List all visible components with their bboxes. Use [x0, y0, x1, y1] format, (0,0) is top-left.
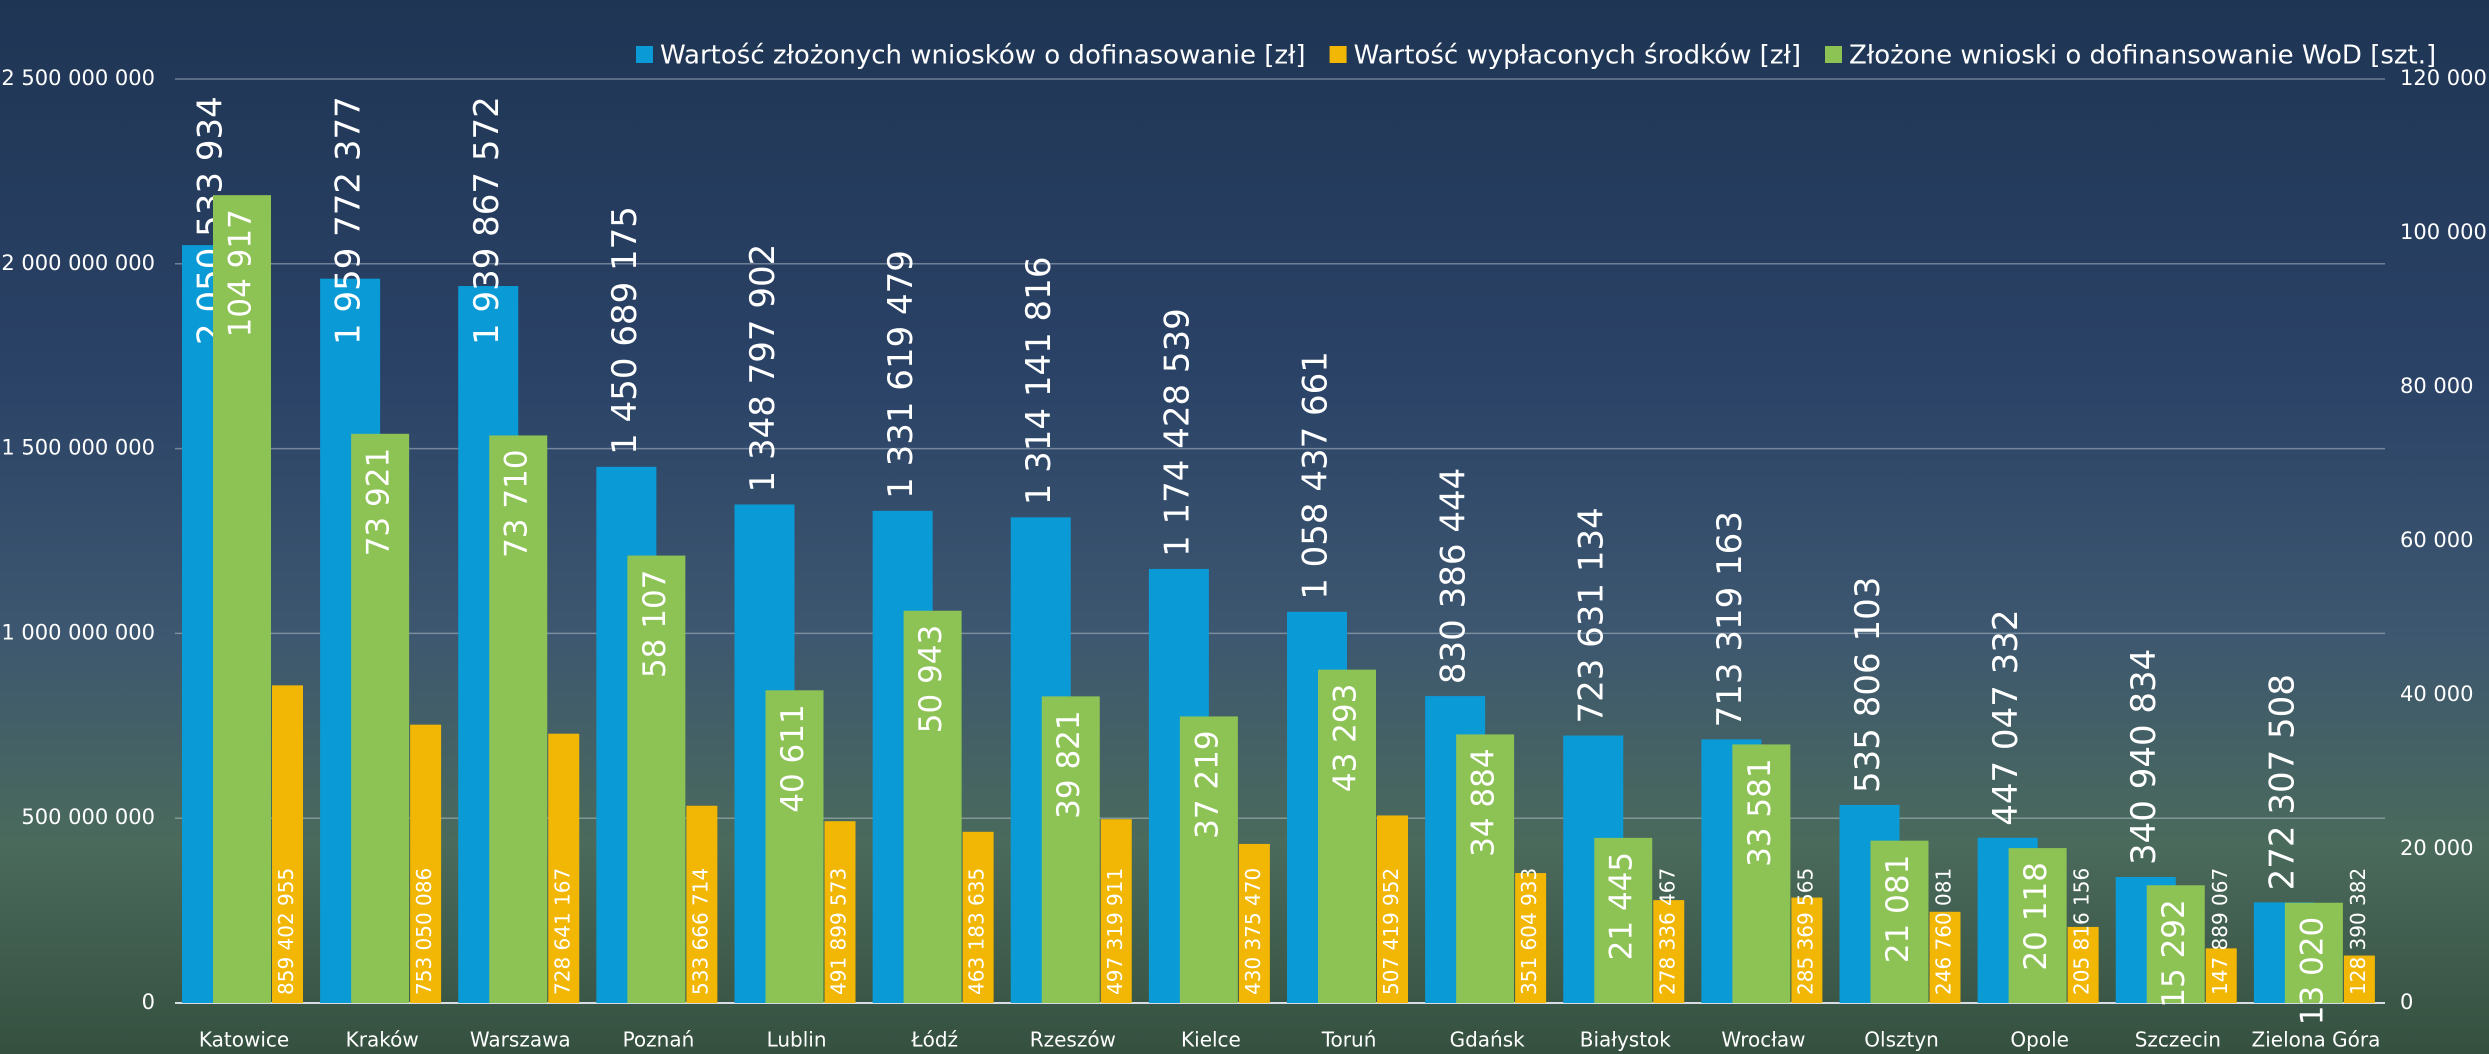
x-tick-label: Poznań [623, 1028, 695, 1052]
value-label: 491 899 573 [827, 868, 851, 995]
x-tick-label: Warszawa [470, 1028, 571, 1052]
value-label: 278 336 467 [1655, 868, 1679, 995]
value-label: 430 375 470 [1241, 868, 1265, 995]
legend-label: Złożone wnioski o dofinansowanie WoD [sz… [1849, 41, 2436, 71]
x-tick-label: Wrocław [1721, 1028, 1805, 1052]
y2-tick-label: 40 000 [2400, 682, 2473, 706]
value-label: 39 821 [1051, 710, 1087, 818]
value-label: 15 292 [2156, 899, 2192, 1007]
legend-label: Wartość wypłaconych środków [zł] [1354, 41, 1801, 71]
value-label: 73 710 [499, 449, 535, 557]
value-label: 34 884 [1466, 748, 1502, 856]
value-label: 40 611 [775, 704, 811, 812]
x-tick-label: Szczecin [2135, 1028, 2221, 1052]
value-label: 246 760 081 [1932, 868, 1956, 995]
value-label: 447 047 332 [1986, 609, 2026, 825]
value-label: 33 581 [1742, 758, 1778, 866]
y-tick-label: 500 000 000 [21, 805, 155, 829]
y-tick-label: 1 500 000 000 [1, 436, 155, 460]
y-tick-label: 2 000 000 000 [1, 251, 155, 275]
value-label: 73 921 [361, 448, 397, 556]
value-label: 497 319 911 [1103, 868, 1127, 995]
value-label: 20 118 [2018, 862, 2054, 970]
y2-tick-label: 100 000 [2400, 220, 2487, 244]
value-label: 272 307 508 [2262, 674, 2302, 890]
x-tick-label: Katowice [199, 1028, 289, 1052]
x-tick-label: Olsztyn [1864, 1028, 1939, 1052]
value-label: 713 319 163 [1710, 511, 1750, 727]
y2-tick-label: 80 000 [2400, 374, 2473, 398]
value-label: 1 939 867 572 [467, 96, 507, 345]
y-tick-label: 0 [142, 990, 155, 1014]
legend-label: Wartość złożonych wniosków o dofinasowan… [660, 41, 1306, 71]
value-label: 1 331 619 479 [881, 250, 921, 499]
value-label: 1 058 437 661 [1296, 351, 1336, 600]
legend-swatch [1330, 46, 1347, 63]
value-label: 13 020 [2294, 917, 2330, 1025]
value-label: 830 386 444 [1434, 468, 1474, 684]
value-label: 723 631 134 [1572, 507, 1612, 723]
value-label: 21 445 [1604, 852, 1640, 960]
y-tick-label: 1 000 000 000 [1, 620, 155, 644]
x-tick-label: Opole [2010, 1028, 2069, 1052]
value-label: 507 419 952 [1379, 868, 1403, 995]
x-tick-label: Toruń [1321, 1028, 1377, 1052]
y2-tick-label: 0 [2400, 990, 2413, 1014]
value-label: 351 604 933 [1517, 868, 1541, 995]
value-label: 728 641 167 [550, 868, 574, 995]
x-tick-label: Lublin [767, 1028, 827, 1052]
value-label: 50 943 [913, 625, 949, 733]
value-label: 1 314 141 816 [1019, 257, 1059, 506]
value-label: 128 390 382 [2346, 868, 2370, 995]
value-label: 205 816 156 [2070, 868, 2094, 995]
legend-swatch [636, 46, 653, 63]
x-tick-label: Kraków [346, 1028, 419, 1052]
value-label: 1 450 689 175 [605, 206, 645, 455]
x-tick-label: Kielce [1181, 1028, 1241, 1052]
value-label: 147 889 067 [2208, 868, 2232, 995]
x-tick-label: Rzeszów [1030, 1028, 1116, 1052]
value-label: 1 174 428 539 [1157, 308, 1197, 557]
value-label: 340 940 834 [2124, 649, 2164, 865]
value-label: 859 402 955 [274, 868, 298, 995]
legend-swatch [1825, 46, 1842, 63]
chart: 0 500 000 000 1 000 000 000 1 500 000 000 2 … [0, 0, 2489, 1054]
value-label: 753 050 086 [412, 868, 436, 995]
value-label: 21 081 [1880, 855, 1916, 963]
value-label: 1 959 772 377 [329, 96, 369, 345]
x-tick-label: Łódź [910, 1028, 958, 1052]
value-label: 1 348 797 902 [743, 244, 783, 493]
y2-tick-label: 20 000 [2400, 836, 2473, 860]
value-label: 533 666 714 [688, 868, 712, 995]
y-tick-label: 2 500 000 000 [1, 66, 155, 90]
value-label: 43 293 [1328, 684, 1364, 792]
value-label: 104 917 [223, 209, 259, 337]
y2-tick-label: 60 000 [2400, 528, 2473, 552]
x-tick-label: Gdańsk [1450, 1028, 1526, 1052]
value-label: 463 183 635 [965, 868, 989, 995]
value-label: 58 107 [637, 570, 673, 678]
value-label: 37 219 [1189, 730, 1225, 838]
x-tick-label: Zielona Góra [2252, 1028, 2381, 1052]
value-label: 285 369 565 [1793, 868, 1817, 995]
x-tick-label: Białystok [1580, 1028, 1672, 1052]
value-label: 535 806 103 [1848, 577, 1888, 793]
